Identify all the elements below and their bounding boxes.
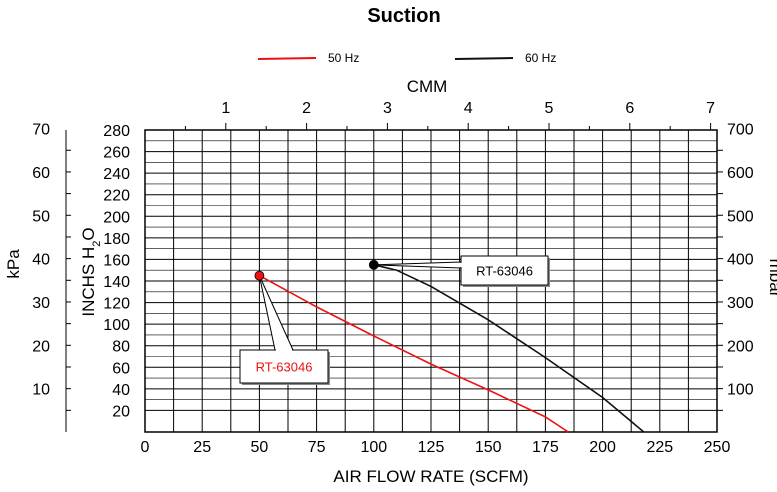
- callout-box: [239, 349, 329, 384]
- inner-y-axis-title: INCHS H2O: [79, 227, 103, 316]
- axes: 0 25 50 75 100 125 150 175 200 225 250 1 2 3 4 5 6 7 20 40 6…: [32, 100, 754, 456]
- y-tick-label: 100: [103, 317, 130, 334]
- y-tick-label: 40: [112, 382, 130, 399]
- legend-label: 50 Hz: [328, 51, 359, 65]
- annotation-callout: RT-63046: [239, 270, 330, 385]
- y-tick-label: 240: [103, 166, 130, 183]
- x-tick-label: 0: [141, 439, 150, 456]
- mbar-tick-label: 200: [727, 338, 754, 355]
- kpa-tick-label: 40: [32, 252, 50, 269]
- x-tick-label: 25: [193, 439, 211, 456]
- cmm-tick-label: 4: [464, 100, 473, 117]
- kpa-tick-label: 20: [32, 338, 50, 355]
- series-line: [373, 264, 645, 433]
- y-tick-label: 260: [103, 145, 130, 162]
- legend-line: [257, 57, 317, 60]
- mbar-tick-label: 300: [727, 295, 754, 312]
- x-tick-label: 125: [418, 439, 445, 456]
- cmm-tick-label: 7: [706, 100, 715, 117]
- kpa-tick-label: 50: [32, 208, 50, 225]
- legend-label: 60 Hz: [525, 51, 556, 65]
- kpa-tick-label: 10: [32, 382, 50, 399]
- x-tick-label: 175: [532, 439, 559, 456]
- x-axis-title: AIR FLOW RATE (SCFM): [333, 467, 528, 486]
- kpa-axis-title: kPa: [4, 249, 23, 279]
- mbar-tick-label: 400: [727, 252, 754, 269]
- y-tick-label: 180: [103, 231, 130, 248]
- x-tick-label: 100: [360, 439, 387, 456]
- kpa-tick-label: 60: [32, 165, 50, 182]
- top-axis-title: CMM: [407, 77, 448, 96]
- y-tick-label: 20: [112, 403, 130, 420]
- annotation-callout: RT-63046: [368, 255, 550, 287]
- x-tick-label: 200: [589, 439, 616, 456]
- y-tick-label: 60: [112, 360, 130, 377]
- annotation-marker: [368, 259, 379, 270]
- cmm-tick-label: 6: [625, 100, 634, 117]
- y-tick-label: 120: [103, 296, 130, 313]
- mbar-tick-label: 600: [727, 165, 754, 182]
- y-tick-label: 200: [103, 209, 130, 226]
- mbar-tick-label: 500: [727, 208, 754, 225]
- x-tick-label: 250: [704, 439, 731, 456]
- series-line: [259, 274, 569, 433]
- cmm-tick-label: 5: [545, 100, 554, 117]
- chart-title: Suction: [367, 5, 440, 27]
- annotation-marker: [254, 270, 265, 281]
- y-tick-label: 140: [103, 274, 130, 291]
- x-tick-label: 75: [308, 439, 326, 456]
- cmm-tick-label: 2: [302, 100, 311, 117]
- mbar-tick-label: 700: [727, 122, 754, 139]
- mbar-tick-label: 100: [727, 382, 754, 399]
- x-tick-label: 225: [646, 439, 673, 456]
- plot-area-frame: [144, 129, 718, 433]
- series-group: [259, 264, 645, 433]
- y-tick-label: 80: [112, 339, 130, 356]
- x-tick-label: 50: [251, 439, 269, 456]
- annotations: RT-63046 RT-63046: [239, 255, 550, 385]
- x-tick-label: 150: [475, 439, 502, 456]
- grid: [144, 130, 718, 432]
- cmm-tick-label: 3: [383, 100, 392, 117]
- callout-box: [460, 255, 549, 286]
- mbar-axis-title: mbar: [766, 259, 777, 298]
- y-tick-label: 220: [103, 188, 130, 205]
- legend-line: [454, 57, 514, 60]
- cmm-tick-label: 1: [221, 100, 230, 117]
- callout-label: RT-63046: [256, 360, 313, 375]
- legend: 50 Hz 60 Hz: [257, 51, 556, 65]
- kpa-tick-label: 30: [32, 295, 50, 312]
- y-tick-label: 280: [103, 123, 130, 140]
- kpa-tick-label: 70: [32, 122, 50, 139]
- callout-label: RT-63046: [476, 264, 533, 279]
- y-tick-label: 160: [103, 252, 130, 269]
